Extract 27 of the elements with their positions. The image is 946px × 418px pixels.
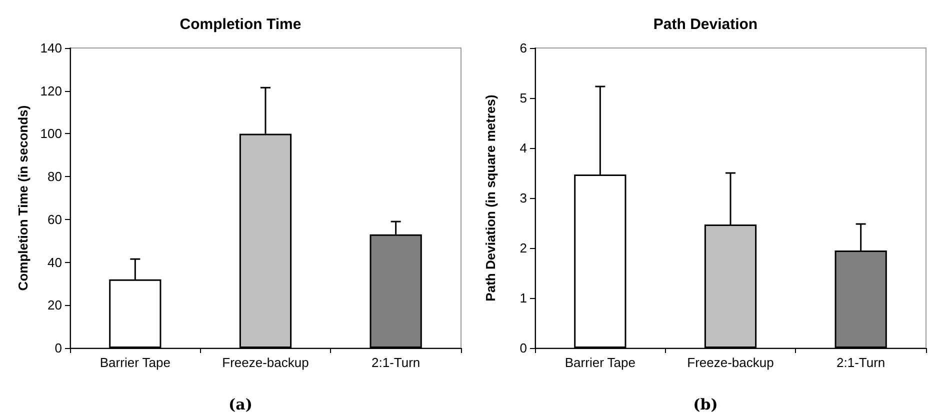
y-tick-label: 3 — [520, 190, 527, 206]
text: (a) — [228, 396, 252, 414]
y-tick-label: 80 — [48, 169, 62, 184]
x-tick-label: Freeze-backup — [222, 355, 309, 370]
y-tick-label: 20 — [48, 298, 62, 313]
x-tick-label: 2:1-Turn — [836, 355, 886, 370]
x-tick-label: Freeze-backup — [687, 355, 774, 370]
y-tick-label: 40 — [48, 254, 62, 270]
y-tick-label: 6 — [520, 40, 527, 56]
y-tick-label: 4 — [520, 140, 527, 156]
x-tick-label: Barrier Tape — [564, 355, 636, 370]
x-tick-label: 2:1-Turn — [372, 355, 420, 370]
x-tick-label: Barrier Tape — [100, 355, 170, 370]
y-tick-label: 60 — [48, 212, 62, 227]
y-tick-label: 0 — [54, 340, 62, 356]
chart-title: Path Deviation — [653, 16, 758, 33]
y-tick-label: 2 — [520, 240, 527, 256]
chart-title: Completion Time — [180, 16, 302, 33]
y-tick-label: 100 — [40, 126, 62, 142]
y-tick-label: 1 — [520, 290, 527, 306]
y-tick-label: 5 — [520, 90, 527, 106]
text: (b) — [693, 396, 718, 414]
y-tick-label: 140 — [40, 40, 62, 56]
y-axis-title: Completion Time (in seconds) — [15, 105, 30, 291]
y-axis-title: Path Deviation (in square metres) — [483, 94, 498, 302]
y-tick-label: 0 — [520, 340, 527, 356]
y-tick-label: 120 — [40, 83, 62, 98]
